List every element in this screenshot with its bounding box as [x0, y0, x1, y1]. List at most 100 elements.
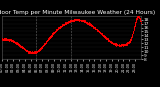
Point [89, 24, 92, 26]
Point [87, 22, 89, 24]
Point [121, 44, 124, 46]
Point [40, 47, 42, 48]
Point [1, 38, 4, 39]
Point [96, 28, 98, 30]
Point [15, 42, 18, 44]
Point [126, 42, 128, 44]
Point [72, 20, 75, 21]
Point [128, 40, 130, 42]
Point [25, 49, 28, 51]
Point [124, 43, 127, 45]
Point [44, 42, 46, 43]
Point [121, 44, 123, 46]
Point [130, 38, 132, 40]
Point [123, 44, 126, 45]
Point [31, 52, 33, 54]
Point [44, 44, 46, 45]
Point [99, 33, 101, 34]
Point [130, 37, 132, 38]
Point [53, 32, 55, 34]
Point [100, 32, 102, 34]
Point [32, 52, 35, 53]
Point [107, 40, 109, 42]
Point [68, 20, 71, 21]
Point [19, 46, 22, 47]
Point [85, 22, 88, 23]
Point [55, 30, 57, 32]
Point [68, 21, 71, 22]
Point [115, 45, 117, 46]
Point [34, 52, 36, 53]
Point [106, 38, 108, 39]
Point [122, 44, 124, 45]
Point [22, 47, 24, 48]
Point [22, 47, 25, 48]
Point [88, 23, 91, 25]
Point [108, 39, 110, 41]
Point [6, 38, 9, 39]
Point [28, 51, 30, 53]
Point [3, 38, 5, 40]
Point [58, 27, 61, 28]
Point [72, 20, 74, 21]
Point [45, 41, 48, 42]
Point [54, 31, 56, 32]
Point [67, 22, 69, 23]
Point [121, 44, 124, 46]
Point [2, 38, 4, 39]
Point [135, 18, 138, 20]
Point [98, 32, 101, 33]
Point [41, 46, 44, 48]
Point [58, 27, 60, 29]
Point [18, 44, 20, 45]
Point [132, 32, 134, 33]
Point [57, 27, 59, 29]
Point [76, 19, 79, 21]
Point [64, 22, 66, 24]
Point [36, 51, 38, 52]
Point [125, 44, 127, 45]
Point [131, 35, 134, 36]
Point [102, 35, 104, 37]
Point [83, 21, 85, 22]
Point [129, 37, 132, 39]
Point [93, 27, 96, 28]
Point [47, 38, 49, 39]
Point [7, 39, 9, 41]
Point [16, 43, 19, 44]
Point [111, 41, 113, 43]
Point [96, 29, 99, 30]
Point [72, 19, 74, 21]
Point [48, 37, 51, 38]
Point [49, 35, 52, 37]
Point [107, 38, 109, 39]
Point [92, 26, 95, 27]
Point [50, 35, 52, 37]
Point [18, 45, 21, 46]
Point [32, 52, 35, 54]
Point [33, 52, 35, 53]
Point [123, 44, 125, 45]
Point [124, 45, 126, 46]
Point [108, 40, 111, 41]
Point [96, 29, 98, 30]
Point [77, 19, 80, 21]
Point [139, 20, 142, 21]
Point [89, 23, 92, 25]
Point [62, 24, 65, 25]
Point [128, 41, 130, 43]
Point [26, 49, 28, 51]
Point [104, 37, 107, 38]
Point [103, 36, 105, 37]
Point [139, 20, 141, 21]
Point [36, 51, 38, 52]
Point [124, 43, 127, 44]
Point [12, 40, 14, 42]
Point [70, 19, 72, 21]
Point [12, 40, 14, 42]
Point [138, 19, 141, 20]
Point [65, 22, 67, 23]
Point [100, 33, 103, 34]
Point [117, 44, 120, 46]
Point [18, 44, 20, 46]
